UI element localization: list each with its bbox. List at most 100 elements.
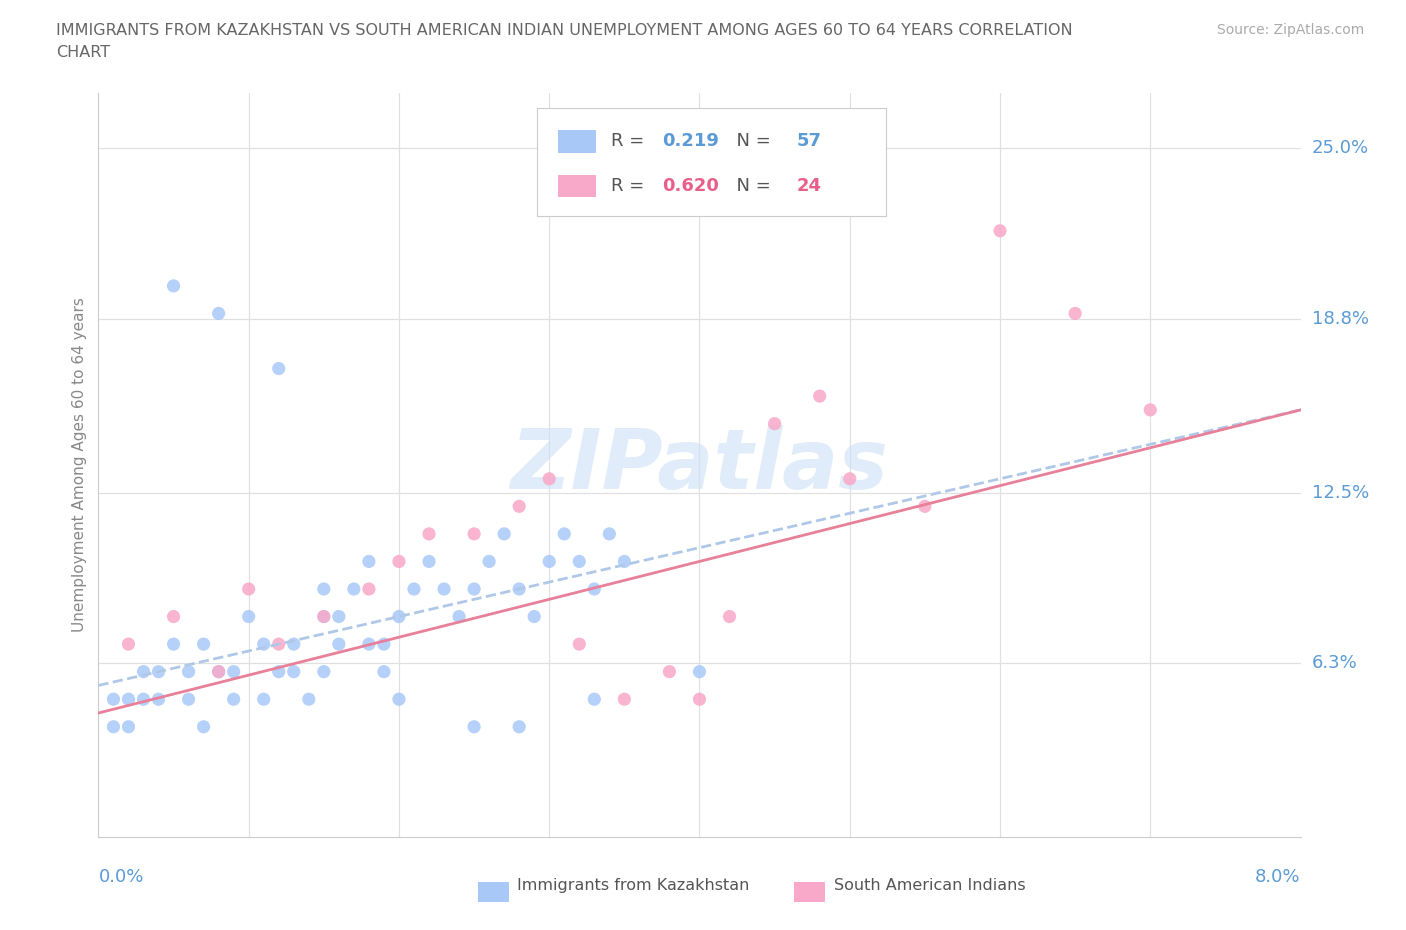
Point bbox=[388, 554, 411, 569]
Point bbox=[447, 609, 470, 624]
Point bbox=[117, 692, 139, 707]
Point bbox=[148, 692, 170, 707]
Point bbox=[568, 637, 591, 652]
Point bbox=[117, 637, 139, 652]
Point bbox=[208, 664, 231, 679]
Point bbox=[418, 526, 440, 541]
Point bbox=[988, 223, 1011, 238]
Point bbox=[763, 417, 786, 432]
Point bbox=[508, 498, 530, 513]
Point bbox=[718, 609, 741, 624]
Point bbox=[613, 554, 636, 569]
Point bbox=[658, 664, 681, 679]
Point bbox=[568, 554, 591, 569]
Point bbox=[253, 692, 276, 707]
Point bbox=[177, 692, 200, 707]
Text: 0.620: 0.620 bbox=[662, 177, 718, 195]
Text: Immigrants from Kazakhstan: Immigrants from Kazakhstan bbox=[517, 878, 749, 893]
Point bbox=[808, 389, 831, 404]
Point bbox=[433, 581, 456, 596]
Point bbox=[312, 581, 335, 596]
Point bbox=[508, 719, 530, 734]
Point bbox=[253, 637, 276, 652]
Text: Source: ZipAtlas.com: Source: ZipAtlas.com bbox=[1216, 23, 1364, 37]
Point bbox=[328, 637, 350, 652]
Point bbox=[208, 306, 231, 321]
Point bbox=[508, 581, 530, 596]
Text: N =: N = bbox=[724, 177, 776, 195]
Point bbox=[222, 692, 245, 707]
Point bbox=[402, 581, 425, 596]
Point bbox=[613, 692, 636, 707]
Text: 25.0%: 25.0% bbox=[1312, 140, 1369, 157]
Point bbox=[193, 719, 215, 734]
Point bbox=[283, 637, 305, 652]
Point bbox=[463, 719, 485, 734]
Point bbox=[103, 692, 125, 707]
Point bbox=[267, 361, 290, 376]
Text: CHART: CHART bbox=[56, 45, 110, 60]
Text: IMMIGRANTS FROM KAZAKHSTAN VS SOUTH AMERICAN INDIAN UNEMPLOYMENT AMONG AGES 60 T: IMMIGRANTS FROM KAZAKHSTAN VS SOUTH AMER… bbox=[56, 23, 1073, 38]
Point bbox=[283, 664, 305, 679]
Y-axis label: Unemployment Among Ages 60 to 64 years: Unemployment Among Ages 60 to 64 years bbox=[72, 298, 87, 632]
FancyBboxPatch shape bbox=[558, 175, 596, 197]
Point bbox=[162, 278, 184, 293]
Point bbox=[357, 581, 380, 596]
Point bbox=[914, 498, 936, 513]
Point bbox=[328, 609, 350, 624]
Text: 0.0%: 0.0% bbox=[98, 868, 143, 885]
Point bbox=[193, 637, 215, 652]
Point bbox=[177, 664, 200, 679]
Point bbox=[298, 692, 321, 707]
Point bbox=[463, 526, 485, 541]
Point bbox=[148, 664, 170, 679]
Point bbox=[373, 637, 395, 652]
Text: R =: R = bbox=[610, 132, 650, 151]
Point bbox=[267, 637, 290, 652]
Text: 57: 57 bbox=[797, 132, 823, 151]
Point bbox=[688, 692, 710, 707]
Text: South American Indians: South American Indians bbox=[834, 878, 1025, 893]
Point bbox=[538, 554, 561, 569]
Text: 18.8%: 18.8% bbox=[1312, 310, 1368, 328]
Point bbox=[388, 609, 411, 624]
Point bbox=[117, 719, 139, 734]
Point bbox=[583, 692, 606, 707]
Point bbox=[132, 664, 155, 679]
Text: 6.3%: 6.3% bbox=[1312, 655, 1357, 672]
Text: 8.0%: 8.0% bbox=[1256, 868, 1301, 885]
FancyBboxPatch shape bbox=[558, 130, 596, 153]
Point bbox=[478, 554, 501, 569]
Point bbox=[388, 692, 411, 707]
Point bbox=[838, 472, 860, 486]
Point bbox=[312, 664, 335, 679]
Point bbox=[357, 554, 380, 569]
Point bbox=[494, 526, 516, 541]
Point bbox=[688, 664, 710, 679]
Point bbox=[312, 609, 335, 624]
Text: 0.219: 0.219 bbox=[662, 132, 718, 151]
Point bbox=[598, 526, 620, 541]
Point bbox=[208, 664, 231, 679]
Point bbox=[538, 472, 561, 486]
Point bbox=[312, 609, 335, 624]
Point bbox=[103, 719, 125, 734]
Point bbox=[238, 581, 260, 596]
Text: 12.5%: 12.5% bbox=[1312, 484, 1369, 501]
Point bbox=[553, 526, 575, 541]
Point bbox=[162, 637, 184, 652]
Point bbox=[373, 664, 395, 679]
Text: R =: R = bbox=[610, 177, 650, 195]
FancyBboxPatch shape bbox=[537, 108, 886, 216]
Point bbox=[523, 609, 546, 624]
Point bbox=[343, 581, 366, 596]
Point bbox=[463, 581, 485, 596]
Point bbox=[357, 637, 380, 652]
Point bbox=[222, 664, 245, 679]
Text: N =: N = bbox=[724, 132, 776, 151]
Point bbox=[162, 609, 184, 624]
Point bbox=[418, 554, 440, 569]
Text: ZIPatlas: ZIPatlas bbox=[510, 424, 889, 506]
Point bbox=[583, 581, 606, 596]
Text: 24: 24 bbox=[797, 177, 823, 195]
